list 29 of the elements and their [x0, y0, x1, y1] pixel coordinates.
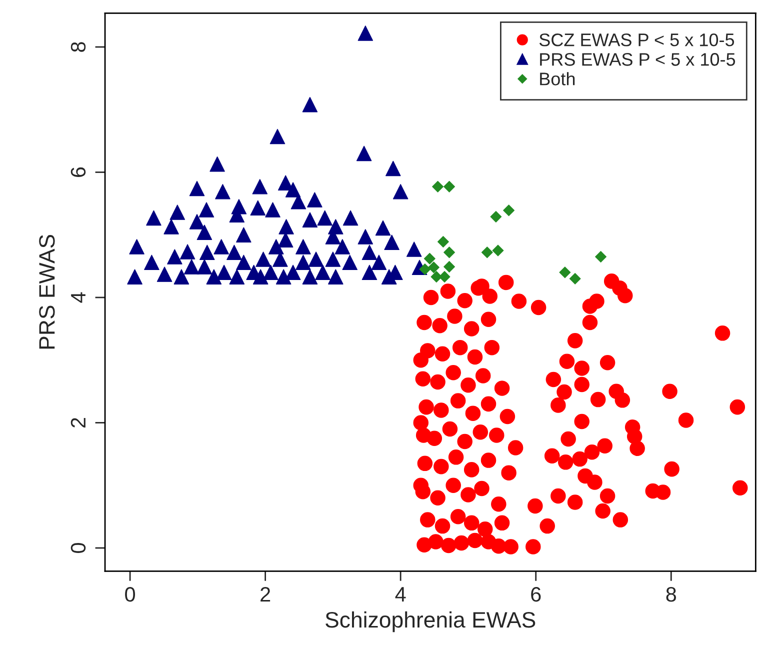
- y-axis-title: PRS EWAS: [39, 234, 55, 349]
- y-tick-label: 8: [70, 42, 86, 52]
- point: [481, 246, 493, 258]
- point: [595, 251, 607, 262]
- point: [444, 180, 456, 192]
- y-tick-label: 6: [70, 167, 86, 177]
- x-tick-label: 2: [260, 586, 270, 602]
- point: [569, 272, 581, 284]
- x-tick-label: 6: [531, 586, 541, 602]
- y-tick-label: 4: [71, 292, 86, 303]
- legend-label: PRS EWAS P < 5 x 10-5: [540, 53, 736, 66]
- point: [432, 180, 444, 192]
- x-tick-label: 4: [395, 587, 406, 602]
- point: [437, 236, 449, 248]
- point: [492, 244, 504, 256]
- y-tick-label: 0: [70, 542, 86, 553]
- x-tick-label: 8: [666, 586, 676, 602]
- point: [559, 266, 571, 278]
- x-axis-title: Schizophrenia EWAS: [326, 611, 536, 632]
- point: [444, 246, 456, 258]
- point: [428, 262, 440, 274]
- legend-label: Both: [540, 72, 575, 86]
- point: [490, 210, 502, 222]
- x-tick-label: 0: [125, 586, 136, 602]
- point: [424, 252, 436, 264]
- point: [444, 261, 456, 273]
- y-tick-label: 2: [70, 418, 86, 428]
- legend-label: SCZ EWAS P < 5 x 10-5: [539, 34, 734, 46]
- point: [503, 204, 515, 216]
